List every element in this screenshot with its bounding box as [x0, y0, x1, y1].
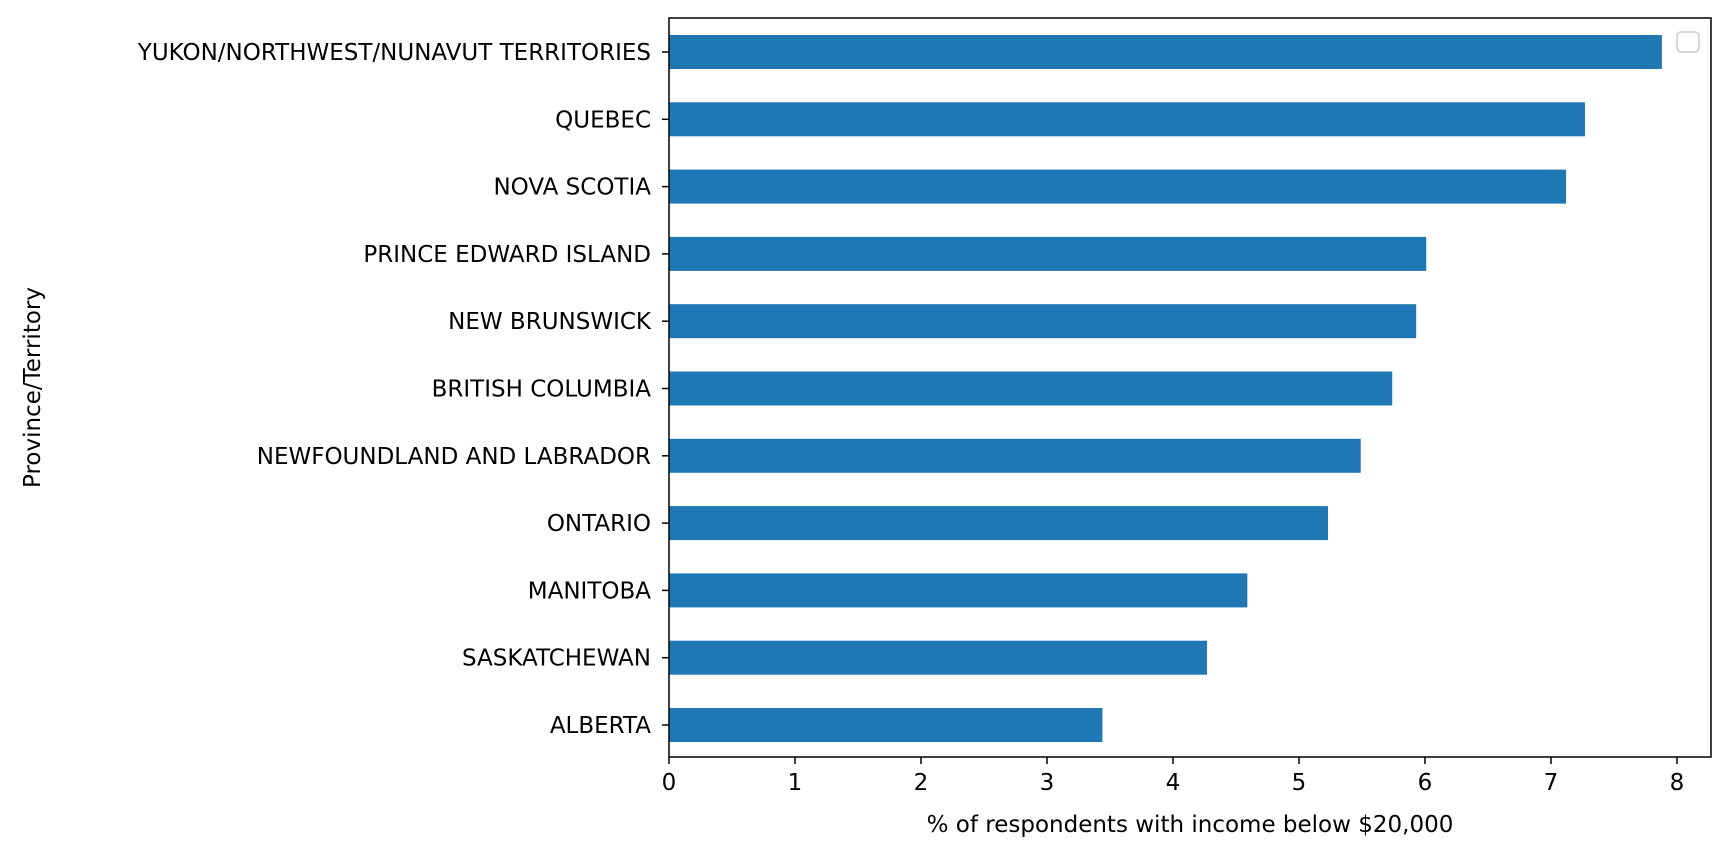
legend-box	[1676, 31, 1700, 53]
y-axis-title: Province/Territory	[20, 287, 46, 488]
bars	[669, 35, 1662, 742]
x-tick-label: 4	[1166, 770, 1181, 796]
bar	[669, 573, 1248, 608]
bar	[669, 236, 1427, 271]
plot-frame	[668, 17, 1712, 758]
bar	[669, 708, 1103, 742]
bar	[669, 438, 1361, 473]
y-tick-label: YUKON/NORTHWEST/NUNAVUT TERRITORIES	[137, 40, 651, 66]
y-tick-label: ONTARIO	[547, 511, 651, 537]
x-tick-label: 3	[1040, 770, 1055, 796]
x-tick-label: 2	[914, 770, 929, 796]
y-tick-label: MANITOBA	[528, 578, 651, 604]
bar	[669, 640, 1208, 675]
y-tick-label: PRINCE EDWARD ISLAND	[363, 242, 651, 268]
bar	[669, 35, 1662, 69]
x-tick-label: 8	[1670, 770, 1685, 796]
y-tick-label: NOVA SCOTIA	[493, 175, 651, 201]
x-axis-ticks: 0 1 2 3 4 5 6 7 8	[662, 757, 1685, 796]
bar	[669, 371, 1393, 406]
bar	[669, 102, 1586, 137]
y-tick-label: QUEBEC	[555, 107, 651, 133]
y-tick-label: ALBERTA	[550, 713, 651, 739]
x-tick-label: 0	[662, 770, 677, 796]
y-tick-label: NEW BRUNSWICK	[448, 309, 652, 335]
x-tick-label: 7	[1544, 770, 1559, 796]
bar	[669, 304, 1417, 339]
y-tick-label: NEWFOUNDLAND AND LABRADOR	[257, 444, 651, 470]
x-tick-label: 5	[1292, 770, 1307, 796]
bar	[669, 506, 1328, 541]
bar	[669, 169, 1567, 204]
y-tick-label: SASKATCHEWAN	[462, 646, 651, 672]
y-axis-ticks: YUKON/NORTHWEST/NUNAVUT TERRITORIES QUEBE…	[137, 40, 669, 739]
y-tick-label: BRITISH COLUMBIA	[432, 377, 652, 403]
x-tick-label: 6	[1418, 770, 1433, 796]
x-axis-title: % of respondents with income below $20,0…	[927, 812, 1454, 838]
x-tick-label: 1	[788, 770, 803, 796]
